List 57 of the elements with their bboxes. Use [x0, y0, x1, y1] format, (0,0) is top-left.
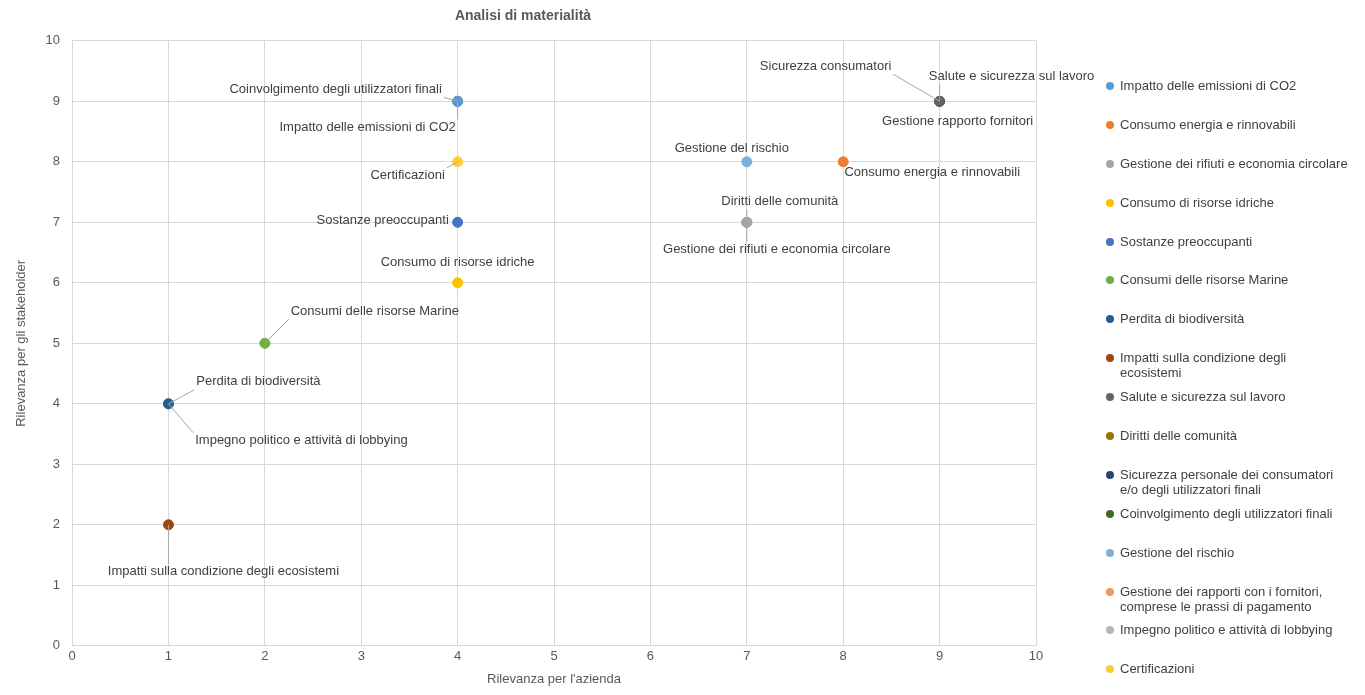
x-tick-label: 4 — [454, 648, 462, 664]
annotation: Impegno politico e attività di lobbying — [195, 432, 408, 448]
x-tick-label: 1 — [164, 648, 173, 664]
annotation: Impatti sulla condizione degli ecosistemi — [107, 563, 340, 579]
y-tick-label: 5 — [52, 334, 61, 350]
x-tick-label: 3 — [357, 648, 365, 664]
legend-label: Gestione dei rapporti con i fornitori, comprese le prassi di pagamento — [1120, 583, 1324, 614]
y-tick-label: 7 — [52, 213, 61, 229]
y-tick-label: 2 — [52, 516, 61, 532]
legend-label: Sostanze preoccupanti — [1120, 233, 1253, 249]
legend-label: Salute e sicurezza sul lavoro — [1120, 389, 1286, 405]
y-tick-label: 6 — [52, 274, 61, 290]
y-axis-title: Rilevanza per gli stakeholder — [13, 259, 29, 427]
legend-label: Impatto delle emissioni di CO2 — [1120, 78, 1297, 93]
x-tick-label: 2 — [261, 648, 269, 664]
annotation: Consumo energia e rinnovabili — [844, 164, 1021, 180]
annotation: Diritti delle comunità — [721, 192, 840, 208]
legend-label: Impatti sulla condizione degli ecosistemi — [1120, 350, 1288, 381]
legend-label: Consumo di risorse idriche — [1120, 194, 1274, 210]
annotation: Perdita di biodiversità — [196, 373, 322, 389]
legend-label: Consumi delle risorse Marine — [1120, 272, 1289, 288]
annotation: Sicurezza consumatori — [759, 57, 892, 73]
legend-label: Coinvolgimento degli utilizzatori finali — [1120, 505, 1333, 521]
x-tick-label: 6 — [646, 648, 655, 664]
legend-label: Certificazioni — [1120, 661, 1195, 677]
y-tick-label: 9 — [52, 92, 61, 108]
legend-label: Gestione dei rifiuti e economia circolare — [1120, 155, 1348, 171]
annotation: Coinvolgimento degli utilizzatori finali — [229, 80, 442, 96]
legend-label: Perdita di biodiversità — [1120, 311, 1245, 327]
x-tick-label: 5 — [550, 648, 558, 664]
annotation: Certificazioni — [370, 167, 445, 183]
legend-label: Consumo energia e rinnovabili — [1120, 116, 1296, 132]
annotation: Impatto delle emissioni di CO2 — [279, 118, 456, 134]
x-tick-label: 8 — [839, 648, 847, 664]
annotation: Salute e sicurezza sul lavoro — [928, 67, 1095, 83]
x-tick-label: 9 — [935, 648, 944, 664]
x-tick-label: 0 — [68, 648, 76, 664]
annotation: Gestione rapporto fornitori — [882, 112, 1034, 128]
x-tick-label: 7 — [743, 648, 751, 664]
y-tick-label: 1 — [52, 576, 61, 592]
annotation: Sostanze preoccupanti — [316, 211, 449, 227]
x-axis-title: Rilevanza per l'azienda — [487, 670, 622, 686]
annotation: Gestione del rischio — [674, 140, 789, 156]
y-tick-label: 3 — [52, 455, 61, 471]
y-tick-label: 4 — [52, 395, 61, 411]
y-tick-label: 10 — [45, 32, 61, 48]
legend-label: Gestione del rischio — [1120, 544, 1235, 560]
y-tick-label: 8 — [52, 153, 61, 169]
legend-label: Impegno politico e attività di lobbying — [1120, 622, 1333, 638]
x-tick-label: 10 — [1028, 648, 1044, 664]
y-tick-label: 0 — [52, 637, 61, 653]
legend-label: Sicurezza personale dei consumatori e/o degli utilizzatori finali — [1120, 466, 1335, 497]
annotation: Consumo di risorse idriche — [380, 254, 535, 270]
legend-label: Diritti delle comunità — [1120, 428, 1238, 444]
annotation: Gestione dei rifiuti e economia circolare — [663, 240, 891, 256]
annotation: Consumi delle risorse Marine — [290, 302, 460, 318]
chart-title: Analisi di materialità — [454, 7, 592, 24]
